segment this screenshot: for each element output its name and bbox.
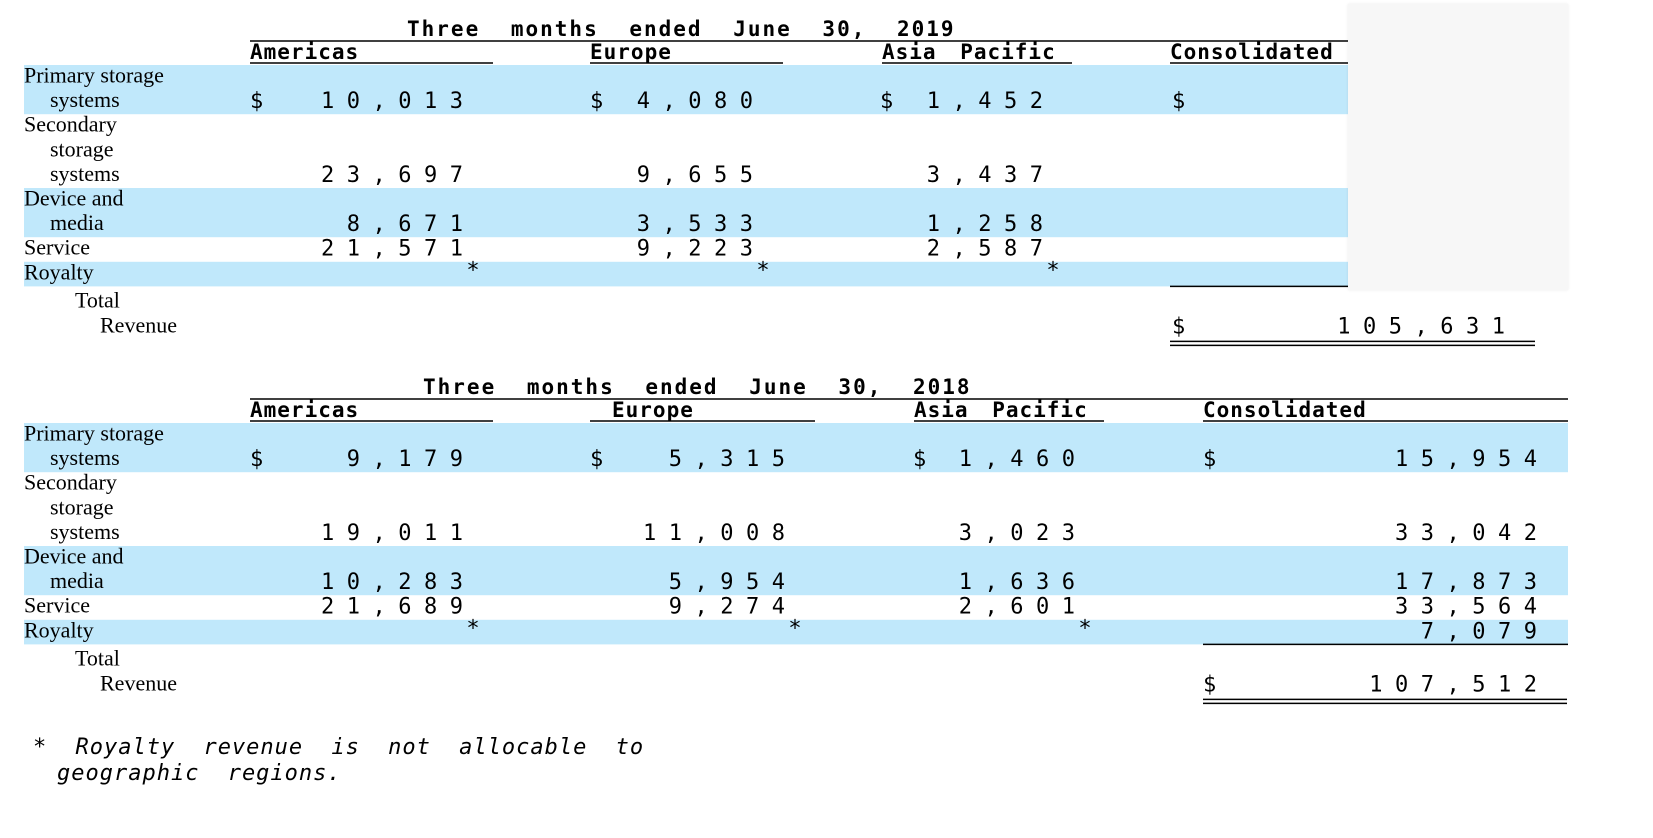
row-label: Secondary [24, 470, 117, 495]
cell-value: 1,636 [959, 570, 1088, 595]
total-label: Revenue [100, 312, 177, 337]
total-label: Revenue [100, 670, 177, 695]
currency: $ [880, 89, 906, 114]
cell-value: 15,954 [1395, 447, 1549, 472]
currency: $ [1172, 314, 1198, 339]
row-label: Service [24, 593, 90, 618]
row-label: Device and [24, 186, 124, 211]
overlay-panel [1348, 4, 1568, 290]
column-header: Americas [250, 40, 359, 64]
cell-value: 21,689 [321, 595, 475, 620]
total-label: Total [75, 645, 120, 670]
row-label: Service [24, 235, 90, 260]
cell-value: 5,954 [669, 570, 798, 595]
column-header: Consolidated [1170, 40, 1334, 64]
row-band [24, 423, 1568, 473]
cell-value: 9,179 [347, 447, 476, 472]
row-label: Secondary [24, 112, 117, 137]
cell-value: 10,013 [321, 89, 475, 114]
currency: $ [913, 447, 939, 472]
currency: $ [250, 89, 276, 114]
row-label: storage [50, 494, 114, 519]
cell-value: 11,008 [643, 521, 797, 546]
column-header: Consolidated [1203, 398, 1367, 422]
currency: $ [590, 89, 616, 114]
cell-value: 1,460 [959, 447, 1088, 472]
cell-value: 2,601 [959, 595, 1088, 620]
row-label: Royalty [24, 617, 94, 642]
column-header: Europe [590, 40, 672, 64]
currency: $ [590, 447, 616, 472]
currency: $ [1172, 89, 1198, 114]
table-title: Three months ended June 30, 2019 [407, 17, 956, 41]
cell-value: 1,258 [927, 212, 1056, 237]
cell-value: 5,315 [669, 447, 798, 472]
cell-value: 19,011 [321, 521, 475, 546]
row-label: systems [50, 87, 120, 112]
cell-value: 3,437 [927, 163, 1056, 188]
footnote-marker: * [1078, 616, 1091, 641]
row-label: Primary storage [24, 421, 164, 446]
cell-value: 3,533 [637, 212, 766, 237]
cell-value: 17,873 [1395, 570, 1549, 595]
total-value: 107,512 [1369, 672, 1549, 697]
cell-value: 21,571 [321, 237, 475, 262]
row-label: Royalty [24, 259, 94, 284]
row-label: Primary storage [24, 63, 164, 88]
column-header: Asia Pacific [914, 398, 1088, 422]
cell-value: 2,587 [927, 237, 1056, 262]
row-label: systems [50, 519, 120, 544]
cell-value: 9,274 [669, 595, 798, 620]
row-band [24, 65, 1348, 115]
total-value: 105,631 [1337, 314, 1517, 339]
cell-value: 9,223 [637, 237, 766, 262]
row-label: media [50, 210, 104, 235]
cell-value: 33,042 [1395, 521, 1549, 546]
row-label: Device and [24, 544, 124, 569]
cell-value: 1,452 [927, 89, 1056, 114]
cell-value: 33,564 [1395, 595, 1549, 620]
footnote-marker: * [756, 258, 769, 283]
total-label: Total [75, 287, 120, 312]
currency: $ [1203, 672, 1229, 697]
cell-value: 10,283 [321, 570, 475, 595]
column-header: Asia Pacific [882, 40, 1056, 64]
footnote-marker: * [788, 616, 801, 641]
row-label: storage [50, 136, 114, 161]
row-label: media [50, 568, 104, 593]
footnote-marker: * [466, 616, 479, 641]
footnote-marker: * [466, 258, 479, 283]
row-band [24, 261, 1348, 287]
cell-value: 8,671 [347, 212, 476, 237]
footnote-marker: * [1046, 258, 1059, 283]
footnote: geographic regions. [57, 761, 342, 786]
cell-value: 9,655 [637, 163, 766, 188]
row-band [24, 546, 1568, 596]
currency: $ [250, 447, 276, 472]
row-band [24, 188, 1348, 238]
footnote: * Royalty revenue is not allocable to [33, 735, 644, 760]
column-header: Europe [612, 398, 694, 422]
cell-value: 3,023 [959, 521, 1088, 546]
column-header: Americas [250, 398, 359, 422]
row-band [24, 619, 1568, 645]
table-title: Three months ended June 30, 2018 [423, 375, 972, 399]
row-label: systems [50, 445, 120, 470]
cell-value: 23,697 [321, 163, 475, 188]
cell-value: 4,080 [637, 89, 766, 114]
currency: $ [1203, 447, 1229, 472]
row-label: systems [50, 161, 120, 186]
cell-value: 7,079 [1421, 619, 1550, 644]
